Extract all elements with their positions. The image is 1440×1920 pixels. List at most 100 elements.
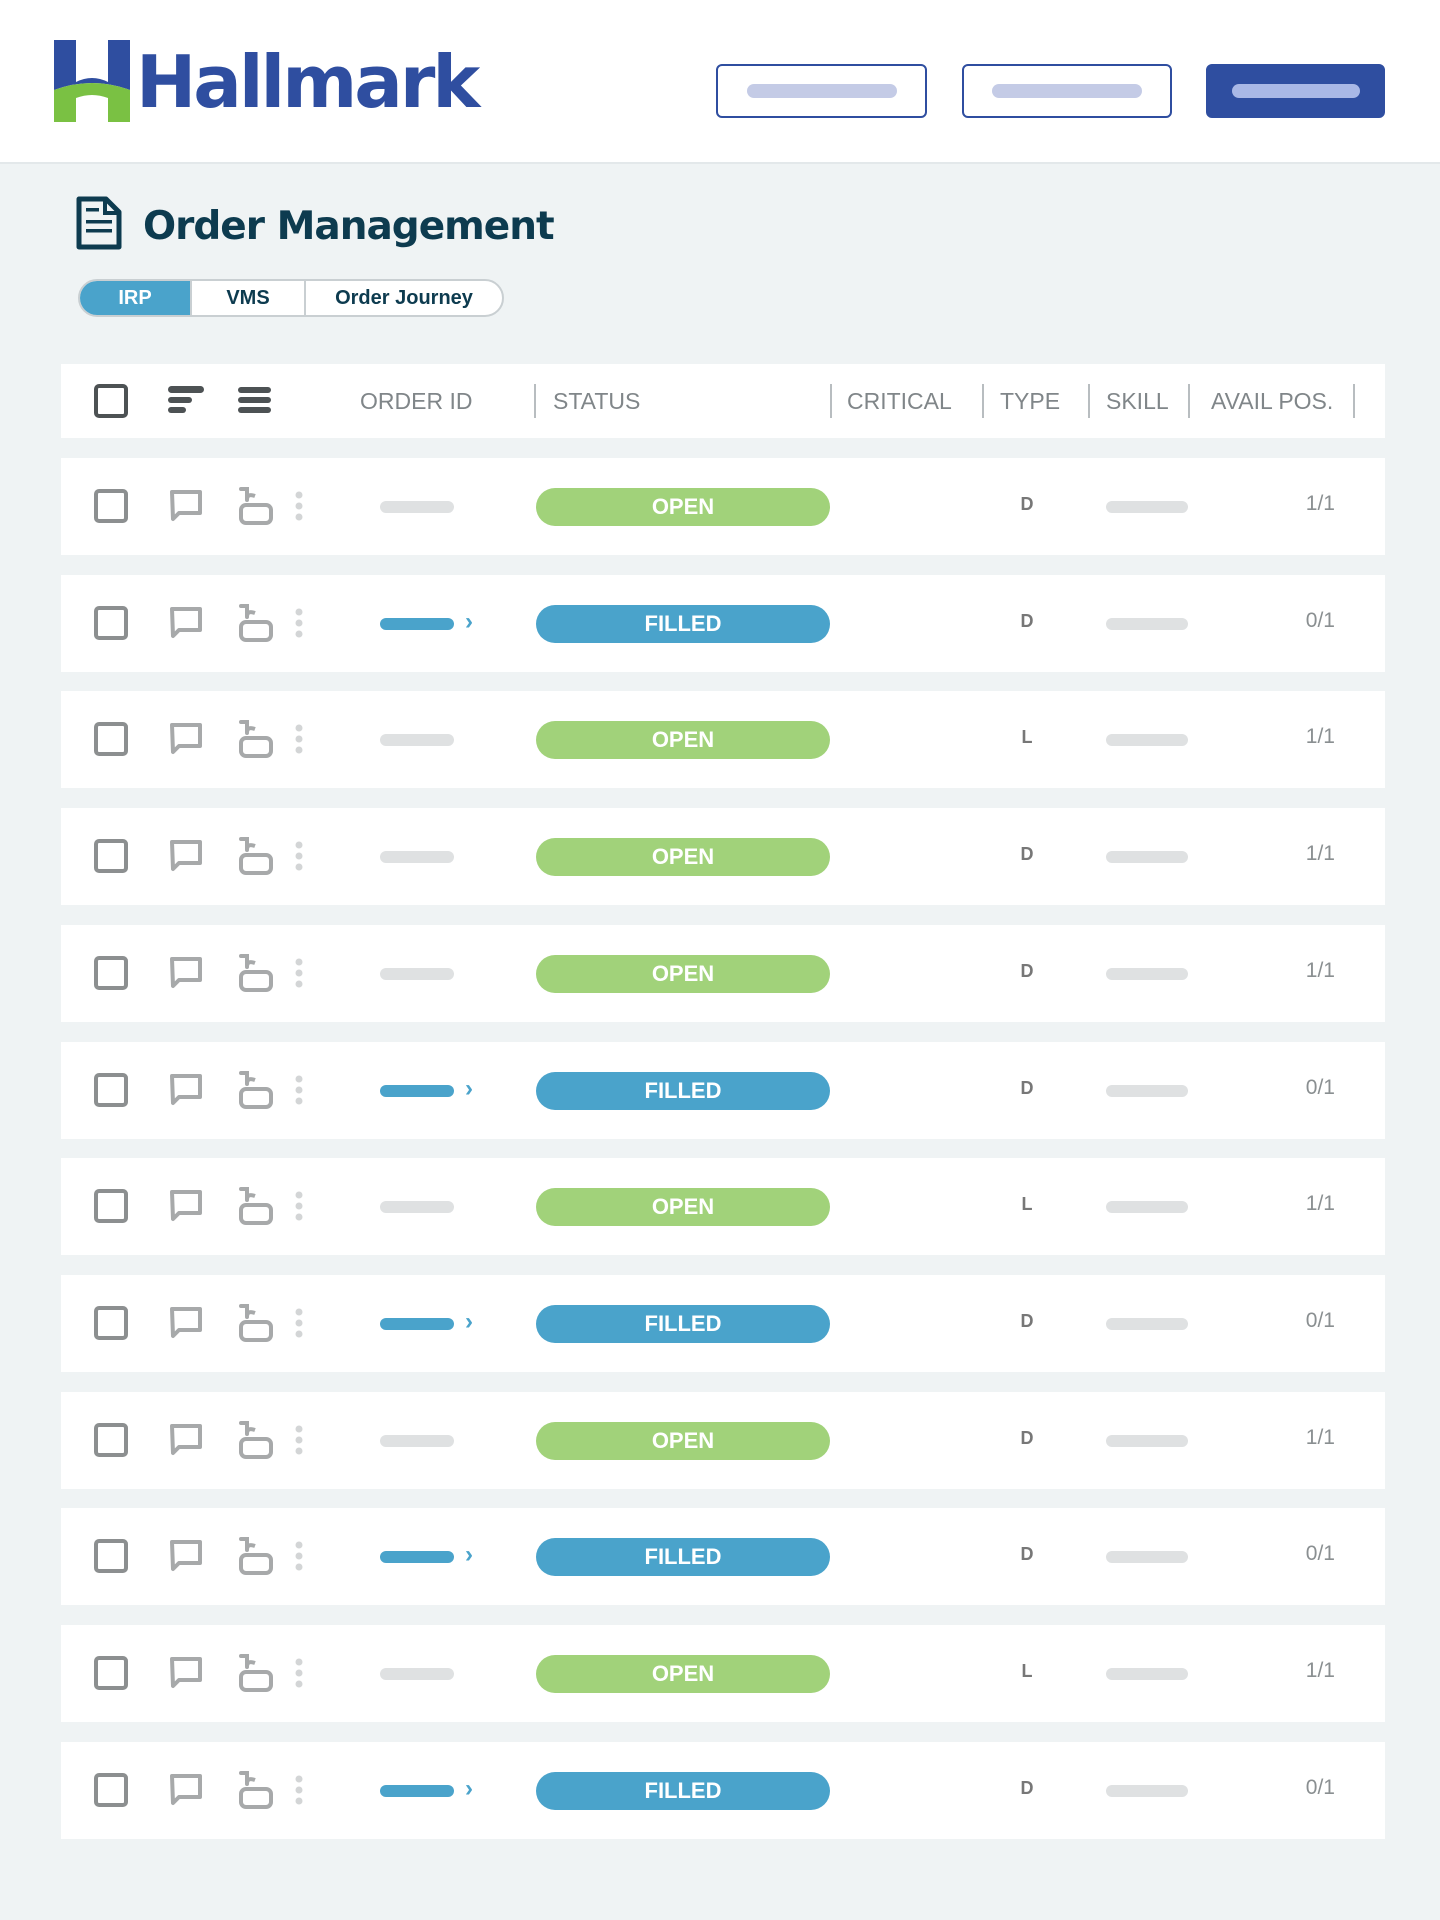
row-checkbox[interactable] bbox=[94, 489, 128, 523]
more-options-icon[interactable] bbox=[294, 1540, 304, 1574]
chevron-right-icon[interactable]: › bbox=[465, 1541, 473, 1569]
order-id-placeholder[interactable] bbox=[380, 617, 454, 630]
row-checkbox[interactable] bbox=[94, 1772, 128, 1807]
chevron-right-icon[interactable]: › bbox=[465, 1774, 473, 1802]
column-skill[interactable]: SKILL bbox=[1106, 388, 1169, 414]
more-options-icon[interactable] bbox=[294, 840, 304, 874]
table-header: ORDER ID STATUS CRITICAL TYPE SKILL AVAI… bbox=[61, 364, 1385, 438]
row-checkbox[interactable] bbox=[94, 955, 128, 990]
avail-pos-value: 0/1 bbox=[1305, 1308, 1335, 1332]
row-checkbox[interactable] bbox=[94, 1305, 128, 1340]
table-row[interactable]: OPEN L 1/1 bbox=[61, 691, 1385, 789]
order-id-placeholder[interactable] bbox=[380, 1784, 454, 1797]
unlock-icon[interactable] bbox=[237, 1653, 275, 1693]
unlock-icon[interactable] bbox=[237, 1303, 275, 1343]
unlock-icon[interactable] bbox=[237, 836, 275, 876]
row-checkbox[interactable] bbox=[94, 1189, 128, 1224]
skill-placeholder bbox=[1106, 851, 1188, 864]
table-row[interactable]: › FILLED D 0/1 bbox=[61, 574, 1385, 672]
header-button-1[interactable] bbox=[716, 64, 927, 118]
order-id-placeholder[interactable] bbox=[380, 1084, 454, 1097]
unlock-icon[interactable] bbox=[237, 486, 275, 526]
table-row[interactable]: OPEN D 1/1 bbox=[61, 1391, 1385, 1489]
comment-icon[interactable] bbox=[168, 488, 204, 524]
column-divider bbox=[1353, 384, 1355, 418]
comment-icon[interactable] bbox=[168, 605, 204, 641]
chevron-right-icon[interactable]: › bbox=[465, 1074, 473, 1102]
row-checkbox[interactable] bbox=[94, 722, 128, 757]
table-row[interactable]: OPEN D 1/1 bbox=[61, 458, 1385, 555]
status-badge: FILLED bbox=[536, 604, 830, 643]
table-row[interactable]: OPEN D 1/1 bbox=[61, 808, 1385, 906]
order-id-placeholder[interactable] bbox=[380, 1551, 454, 1564]
comment-icon[interactable] bbox=[168, 1188, 204, 1224]
document-icon bbox=[76, 196, 122, 250]
hallmark-logo[interactable]: Hallmark bbox=[54, 40, 480, 122]
column-critical[interactable]: CRITICAL bbox=[847, 388, 952, 414]
tab-irp[interactable]: IRP bbox=[80, 281, 192, 315]
unlock-icon[interactable] bbox=[237, 719, 275, 759]
more-options-icon[interactable] bbox=[294, 1657, 304, 1691]
row-checkbox[interactable] bbox=[94, 1656, 128, 1690]
chevron-right-icon[interactable]: › bbox=[465, 607, 473, 635]
order-id-placeholder[interactable] bbox=[380, 1317, 454, 1330]
unlock-icon[interactable] bbox=[237, 1770, 275, 1810]
row-checkbox[interactable] bbox=[94, 1539, 128, 1574]
table-row[interactable]: OPEN L 1/1 bbox=[61, 1158, 1385, 1256]
more-options-icon[interactable] bbox=[294, 1074, 304, 1108]
unlock-icon[interactable] bbox=[237, 953, 275, 993]
chevron-right-icon[interactable]: › bbox=[465, 1307, 473, 1335]
comment-icon[interactable] bbox=[168, 838, 204, 874]
comment-icon[interactable] bbox=[168, 1538, 204, 1574]
unlock-icon[interactable] bbox=[237, 1536, 275, 1576]
type-value: D bbox=[1020, 494, 1034, 514]
more-options-icon[interactable] bbox=[294, 607, 304, 641]
column-status[interactable]: STATUS bbox=[553, 388, 641, 414]
column-divider bbox=[1188, 384, 1190, 418]
unlock-icon[interactable] bbox=[237, 603, 275, 643]
header-button-2[interactable] bbox=[962, 64, 1172, 118]
status-badge: OPEN bbox=[536, 721, 830, 760]
more-options-icon[interactable] bbox=[294, 1774, 304, 1808]
table-row[interactable]: › FILLED D 0/1 bbox=[61, 1741, 1385, 1839]
type-value: D bbox=[1020, 1544, 1034, 1565]
table-row[interactable]: OPEN L 1/1 bbox=[61, 1625, 1385, 1722]
menu-icon[interactable] bbox=[238, 386, 272, 416]
tab-vms[interactable]: VMS bbox=[192, 281, 306, 315]
column-type[interactable]: TYPE bbox=[1000, 388, 1061, 414]
unlock-icon[interactable] bbox=[237, 1070, 275, 1110]
row-checkbox[interactable] bbox=[94, 1072, 128, 1107]
table-row[interactable]: › FILLED D 0/1 bbox=[61, 1508, 1385, 1606]
row-checkbox[interactable] bbox=[94, 605, 128, 640]
tab-order-journey[interactable]: Order Journey bbox=[335, 286, 473, 309]
more-options-icon[interactable] bbox=[294, 723, 304, 757]
comment-icon[interactable] bbox=[168, 1655, 204, 1691]
skill-placeholder bbox=[1106, 1551, 1188, 1564]
more-options-icon[interactable] bbox=[294, 1307, 304, 1341]
header-primary-button[interactable] bbox=[1206, 64, 1385, 118]
column-avail-pos[interactable]: AVAIL POS. bbox=[1211, 388, 1334, 414]
skill-placeholder bbox=[1106, 1784, 1188, 1797]
more-options-icon[interactable] bbox=[294, 490, 304, 524]
comment-icon[interactable] bbox=[168, 1772, 204, 1808]
avail-pos-value: 0/1 bbox=[1305, 1075, 1335, 1099]
column-order-id[interactable]: ORDER ID bbox=[360, 388, 473, 414]
more-options-icon[interactable] bbox=[294, 1190, 304, 1224]
sort-icon[interactable] bbox=[168, 384, 206, 416]
order-id-placeholder bbox=[380, 734, 454, 747]
comment-icon[interactable] bbox=[168, 721, 204, 757]
row-checkbox[interactable] bbox=[94, 1422, 128, 1457]
row-checkbox[interactable] bbox=[94, 839, 128, 874]
table-row[interactable]: OPEN D 1/1 bbox=[61, 924, 1385, 1022]
comment-icon[interactable] bbox=[168, 1305, 204, 1341]
comment-icon[interactable] bbox=[168, 1072, 204, 1108]
comment-icon[interactable] bbox=[168, 1422, 204, 1458]
table-row[interactable]: › FILLED D 0/1 bbox=[61, 1274, 1385, 1372]
table-row[interactable]: › FILLED D 0/1 bbox=[61, 1041, 1385, 1139]
unlock-icon[interactable] bbox=[237, 1186, 275, 1226]
more-options-icon[interactable] bbox=[294, 1424, 304, 1458]
select-all-checkbox[interactable] bbox=[94, 384, 128, 418]
more-options-icon[interactable] bbox=[294, 957, 304, 991]
unlock-icon[interactable] bbox=[237, 1420, 275, 1460]
comment-icon[interactable] bbox=[168, 955, 204, 991]
